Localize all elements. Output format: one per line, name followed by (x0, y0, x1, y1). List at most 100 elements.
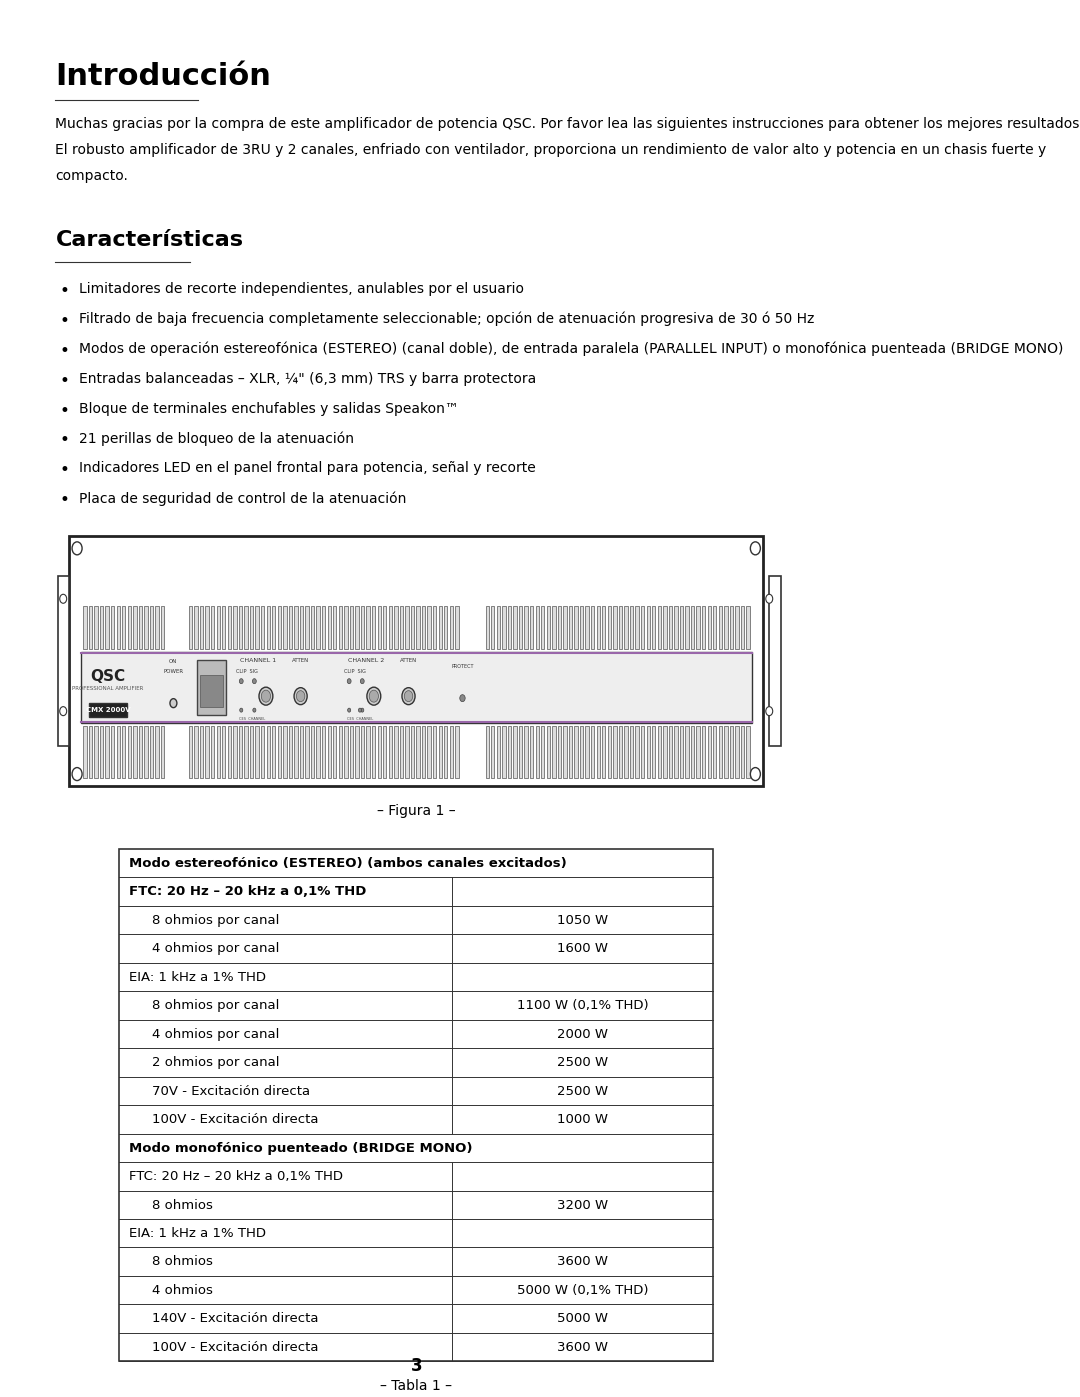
Bar (546, 726, 550, 778)
Text: Introducción: Introducción (55, 61, 271, 91)
Bar (122, 726, 125, 778)
Bar (278, 726, 281, 778)
Bar (83, 726, 86, 778)
Bar (94, 606, 97, 648)
Circle shape (751, 542, 760, 555)
Text: Bloque de terminales enchufables y salidas Speakon™: Bloque de terminales enchufables y salid… (79, 401, 458, 415)
Bar (410, 606, 414, 648)
Bar (642, 726, 645, 778)
Bar (536, 606, 539, 648)
Text: 8 ohmios por canal: 8 ohmios por canal (152, 999, 280, 1013)
Bar (211, 606, 214, 648)
Text: 3600 W: 3600 W (557, 1341, 608, 1354)
Text: 21 perillas de bloqueo de la atenuación: 21 perillas de bloqueo de la atenuación (79, 432, 353, 446)
Bar (730, 606, 733, 648)
Text: PROTECT: PROTECT (451, 664, 474, 669)
Circle shape (361, 679, 364, 683)
Text: •: • (59, 372, 69, 390)
Circle shape (460, 694, 465, 701)
Text: ON: ON (170, 659, 177, 664)
Circle shape (294, 687, 307, 704)
Bar (156, 606, 159, 648)
Bar (613, 726, 617, 778)
Bar (630, 606, 633, 648)
Bar (422, 606, 426, 648)
Bar (111, 606, 114, 648)
Text: PROFESSIONAL AMPLIFIER: PROFESSIONAL AMPLIFIER (72, 686, 144, 692)
Bar (575, 726, 578, 778)
Bar (658, 606, 661, 648)
Bar (189, 606, 192, 648)
Bar (197, 661, 226, 715)
Bar (449, 726, 453, 778)
Text: 3: 3 (410, 1358, 422, 1375)
Bar (217, 606, 220, 648)
Bar (333, 726, 337, 778)
Bar (372, 726, 376, 778)
Bar (361, 606, 364, 648)
Bar (679, 606, 684, 648)
Bar (322, 606, 325, 648)
Bar (603, 606, 606, 648)
Bar (613, 606, 617, 648)
Bar (217, 726, 220, 778)
Bar (707, 726, 711, 778)
Bar (530, 726, 534, 778)
Bar (311, 606, 314, 648)
Circle shape (253, 679, 256, 683)
Text: Indicadores LED en el panel frontal para potencia, señal y recorte: Indicadores LED en el panel frontal para… (79, 461, 536, 475)
Bar (161, 726, 164, 778)
Bar (256, 726, 259, 778)
Bar (585, 726, 589, 778)
Bar (405, 606, 408, 648)
Text: 1050 W: 1050 W (557, 914, 608, 926)
Bar (546, 606, 550, 648)
Bar (669, 726, 672, 778)
Text: •: • (59, 432, 69, 450)
Bar (564, 606, 567, 648)
Bar (288, 606, 292, 648)
Circle shape (361, 708, 364, 712)
Bar (300, 726, 303, 778)
Bar (58, 577, 69, 746)
Text: •: • (59, 492, 69, 510)
Bar (366, 726, 369, 778)
Bar (541, 606, 544, 648)
Bar (536, 726, 539, 778)
Text: ATTEN: ATTEN (292, 658, 309, 662)
Text: Filtrado de baja frecuencia completamente seleccionable; opción de atenuación pr: Filtrado de baja frecuencia completament… (79, 312, 814, 326)
Text: FTC: 20 Hz – 20 kHz a 0,1% THD: FTC: 20 Hz – 20 kHz a 0,1% THD (129, 886, 366, 898)
Text: 3200 W: 3200 W (557, 1199, 608, 1211)
Circle shape (359, 708, 362, 712)
Bar (83, 606, 86, 648)
Bar (355, 606, 359, 648)
Bar (518, 606, 523, 648)
Circle shape (367, 687, 381, 705)
Bar (117, 726, 120, 778)
Bar (530, 606, 534, 648)
Bar (422, 726, 426, 778)
Bar (361, 726, 364, 778)
Bar (272, 606, 275, 648)
Bar (389, 606, 392, 648)
Text: 1100 W (0,1% THD): 1100 W (0,1% THD) (516, 999, 648, 1013)
Bar (669, 606, 672, 648)
Bar (272, 726, 275, 778)
Text: – Figura 1 –: – Figura 1 – (377, 805, 456, 819)
Bar (647, 726, 650, 778)
Text: QSC: QSC (91, 669, 125, 685)
Bar (456, 726, 459, 778)
Text: 100V - Excitación directa: 100V - Excitación directa (152, 1341, 319, 1354)
Text: 2 ohmios por canal: 2 ohmios por canal (152, 1056, 280, 1069)
Text: •: • (59, 342, 69, 359)
Bar (156, 726, 159, 778)
Bar (624, 726, 627, 778)
Bar (372, 606, 376, 648)
Bar (138, 726, 143, 778)
Text: 8 ohmios: 8 ohmios (152, 1256, 213, 1268)
Bar (491, 606, 495, 648)
Text: 1600 W: 1600 W (557, 943, 608, 956)
Bar (718, 726, 723, 778)
Bar (150, 726, 153, 778)
Bar (106, 606, 109, 648)
